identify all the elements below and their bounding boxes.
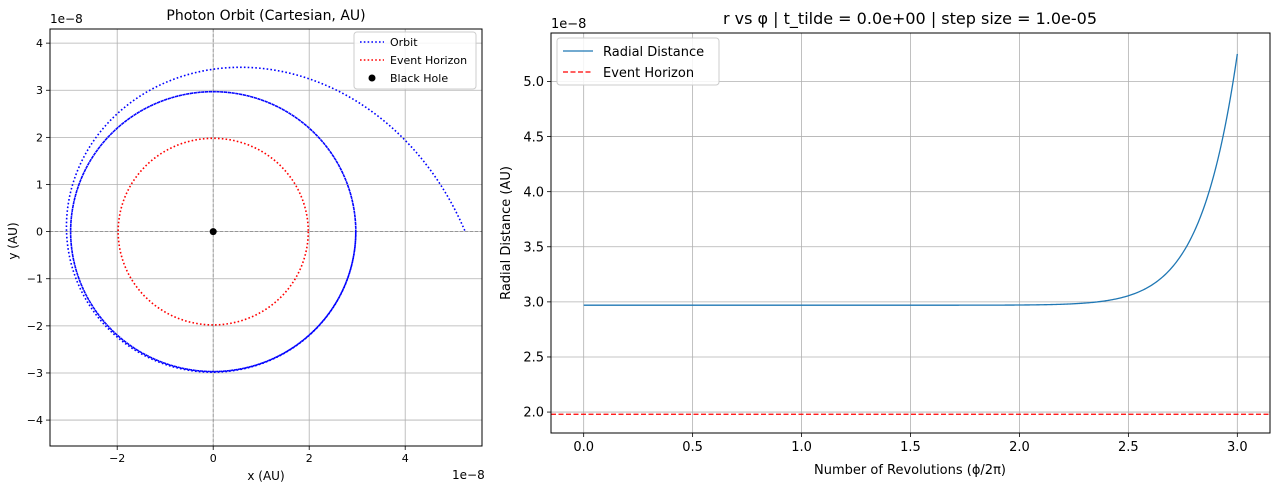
radial-x-label: Number of Revolutions (ϕ/2π) (814, 463, 1006, 478)
radial-xtick-label: 3.0 (1227, 440, 1248, 455)
radial-plot-frame (550, 32, 1271, 434)
radial-y-offset: 1e−8 (551, 17, 586, 32)
orbit-ticks: −2 0 2 4 −4 −3 −2 −1 0 1 2 3 4 (27, 37, 409, 465)
orbit-legend-swatch-black-hole (368, 74, 376, 82)
radial-legend-box (556, 37, 720, 86)
radial-xtick-label: 2.5 (1118, 440, 1139, 455)
radial-legend-label-horizon: Event Horizon (603, 66, 694, 81)
radial-ytick-label: 3.5 (523, 240, 544, 255)
orbit-x-label: x (AU) (247, 469, 284, 483)
radial-xtick-label: 2.0 (1009, 440, 1030, 455)
radial-ytick-label: 4.5 (523, 130, 544, 145)
event-horizon-circle (117, 137, 310, 326)
orbit-x-offset: 1e−8 (452, 468, 485, 482)
orbit-ytick-label: 2 (36, 131, 43, 144)
orbit-y-label: y (AU) (6, 222, 20, 259)
black-hole-point (209, 228, 217, 236)
orbit-xtick-label: 4 (402, 452, 409, 465)
radial-plot-title: r vs φ | t_tilde = 0.0e+00 | step size =… (723, 9, 1097, 29)
orbit-plot: Photon Orbit (Cartesian, AU) 1e−8 1e−8 x… (6, 8, 485, 483)
orbit-legend-label-horizon: Event Horizon (390, 54, 467, 67)
radial-data (551, 53, 1270, 415)
radial-legend-label-radial: Radial Distance (603, 45, 704, 60)
radial-ytick-label: 2.0 (523, 406, 544, 421)
orbit-legend-box (353, 31, 477, 90)
orbit-ytick-label: 0 (36, 226, 43, 239)
orbit-ytick-label: −1 (27, 273, 43, 286)
orbit-legend-label-orbit: Orbit (390, 36, 418, 49)
radial-ytick-label: 4.0 (523, 185, 544, 200)
radial-ticks: 0.0 0.5 1.0 1.5 2.0 2.5 3.0 2.0 2.5 3.0 3.5 4.0 4.5 5… (523, 75, 1247, 455)
orbit-legend-label-black-hole: Black Hole (390, 72, 448, 85)
radial-y-label: Radial Distance (AU) (499, 166, 514, 300)
orbit-plot-title: Photon Orbit (Cartesian, AU) (166, 8, 365, 24)
orbit-ytick-label: −2 (27, 320, 43, 333)
orbit-ytick-label: −4 (27, 414, 43, 427)
radial-plot: r vs φ | t_tilde = 0.0e+00 | step size =… (499, 9, 1271, 478)
orbit-grid (50, 29, 482, 446)
radial-ytick-label: 3.0 (523, 296, 544, 311)
radial-xtick-label: 1.5 (900, 440, 921, 455)
radial-ytick-label: 5.0 (523, 75, 544, 90)
orbit-ytick-label: 3 (36, 84, 43, 97)
radial-ytick-label: 2.5 (523, 351, 544, 366)
radial-distance-line (583, 53, 1238, 306)
radial-xtick-label: 0.5 (682, 440, 703, 455)
radial-xtick-label: 1.0 (791, 440, 812, 455)
orbit-xtick-label: −2 (109, 452, 125, 465)
orbit-data (50, 29, 482, 446)
orbit-ytick-label: 4 (36, 37, 43, 50)
radial-xtick-label: 0.0 (573, 440, 594, 455)
orbit-ytick-label: 1 (36, 178, 43, 191)
orbit-ytick-label: −3 (27, 367, 43, 380)
orbit-plot-frame (49, 28, 483, 447)
radial-grid (551, 33, 1270, 433)
orbit-series-line (65, 66, 466, 373)
orbit-xtick-label: 2 (306, 452, 313, 465)
orbit-legend: Orbit Event Horizon Black Hole (353, 31, 477, 90)
radial-legend: Radial Distance Event Horizon (556, 37, 720, 86)
orbit-y-offset: 1e−8 (50, 12, 83, 26)
orbit-xtick-label: 0 (210, 452, 217, 465)
